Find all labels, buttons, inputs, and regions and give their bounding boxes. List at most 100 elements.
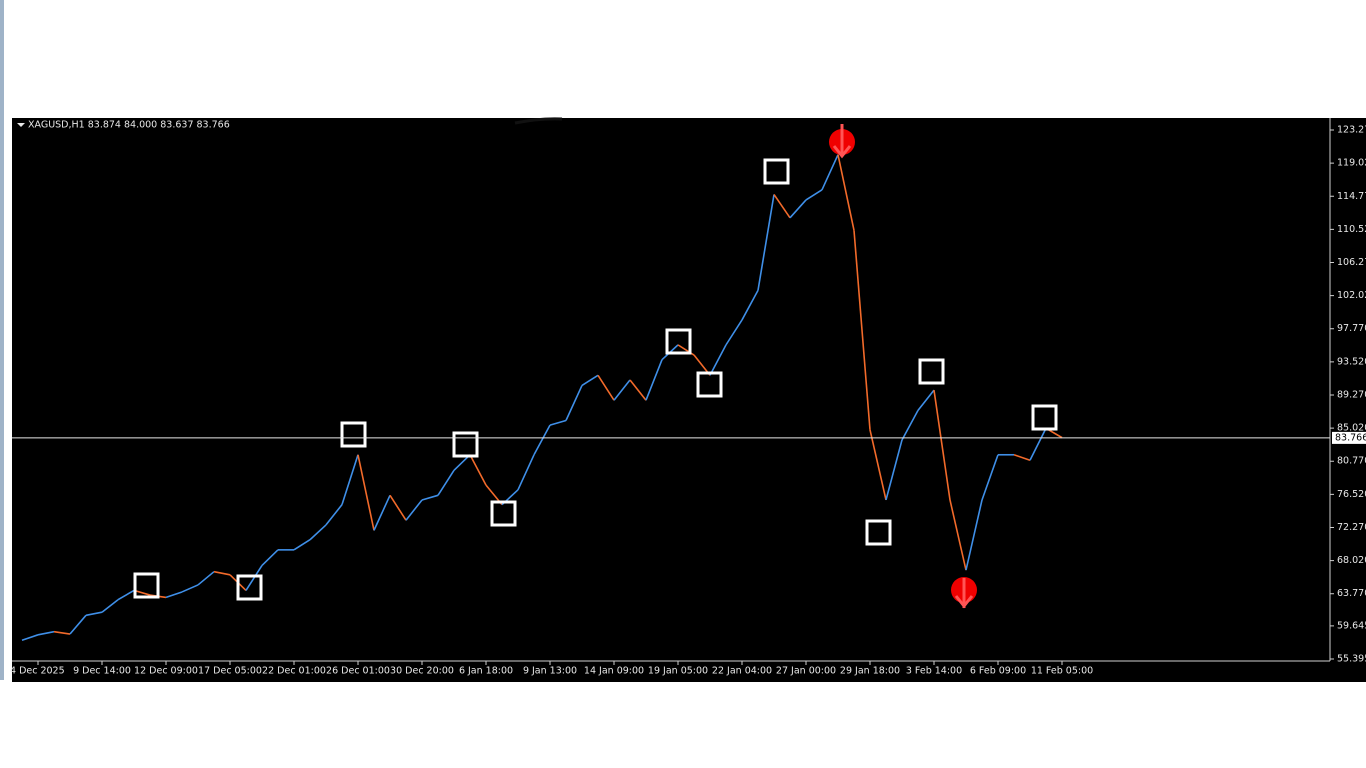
chart-title: XAGUSD,H1 83.874 84.000 83.637 83.766 <box>28 120 230 131</box>
price-segment <box>133 589 151 596</box>
price-segment <box>469 454 487 486</box>
annotation-box <box>452 431 479 458</box>
buy-arrow <box>954 578 974 609</box>
price-segment <box>917 389 935 411</box>
series <box>21 154 1063 642</box>
y-tick-label: 63.770 <box>1337 588 1366 599</box>
annotation-box <box>490 500 517 527</box>
price-segment <box>645 359 663 401</box>
price-segment <box>741 289 759 321</box>
price-segment <box>981 454 999 501</box>
y-tick-label: 97.770 <box>1337 323 1366 334</box>
price-segment <box>725 319 743 346</box>
annotation-box <box>1031 404 1058 431</box>
x-tick-label: 11 Feb 05:00 <box>1031 666 1093 677</box>
price-segment <box>293 539 311 551</box>
y-tick-label: 55.395 <box>1337 654 1366 665</box>
price-segment <box>197 571 215 586</box>
price-segment <box>53 630 71 635</box>
collapse-arrow[interactable] <box>17 123 25 127</box>
price-segment <box>405 499 423 521</box>
price-segment <box>805 189 823 201</box>
price-segment <box>901 409 919 441</box>
x-tick-label: 30 Dec 20:00 <box>390 666 454 677</box>
x-tick-label: 6 Jan 18:00 <box>459 666 513 677</box>
price-segment <box>837 154 855 231</box>
x-tick-label: 19 Jan 05:00 <box>648 666 708 677</box>
desktop-strip <box>0 0 4 680</box>
y-tick-label: 102.020 <box>1337 290 1366 301</box>
price-segment <box>965 499 983 571</box>
price-segment <box>533 424 551 456</box>
y-tick-label: 68.020 <box>1337 555 1366 566</box>
y-tick-label: 119.020 <box>1337 158 1366 169</box>
price-segment <box>101 599 119 613</box>
annotation-box <box>340 421 367 448</box>
price-segment <box>325 504 343 526</box>
annotation-box <box>665 328 692 355</box>
price-segment <box>37 630 55 636</box>
price-segment <box>1013 454 1031 461</box>
price-segment <box>789 199 807 219</box>
x-tick-label: 27 Jan 00:00 <box>776 666 836 677</box>
price-segment <box>933 389 951 501</box>
annotation-box <box>865 519 892 546</box>
y-tick-label: 72.270 <box>1337 522 1366 533</box>
x-tick-label: 9 Jan 13:00 <box>523 666 577 677</box>
price-segment <box>181 584 199 593</box>
price-segment <box>69 614 87 635</box>
price-segment <box>261 549 279 567</box>
y-tick-label: 110.520 <box>1337 224 1366 235</box>
y-tick-label: 114.770 <box>1337 191 1366 202</box>
annotation-box <box>133 572 160 599</box>
price-segment <box>117 589 135 601</box>
price-segment <box>165 591 183 599</box>
annotation-boxes <box>133 158 1058 601</box>
y-tick-label: 59.645 <box>1337 620 1366 631</box>
price-segment <box>341 454 359 505</box>
current-price-label: 83.766 <box>1335 432 1366 443</box>
price-segment <box>1029 427 1047 461</box>
x-tick-label: 6 Feb 09:00 <box>970 666 1026 677</box>
price-segment <box>709 344 727 376</box>
price-segment <box>885 439 903 501</box>
y-tick-label: 123.270 <box>1337 125 1366 136</box>
x-tick-label: 22 Dec 01:00 <box>262 666 326 677</box>
current-price-box <box>1332 431 1366 444</box>
price-segment <box>21 634 39 642</box>
price-segment <box>613 379 631 401</box>
y-tick-label: 89.270 <box>1337 389 1366 400</box>
y-tick-label: 80.770 <box>1337 456 1366 467</box>
price-segment <box>421 494 439 501</box>
x-tick-label: 29 Jan 18:00 <box>840 666 900 677</box>
price-segment <box>949 499 967 571</box>
price-segment <box>373 494 391 531</box>
price-segment <box>853 230 871 430</box>
y-tick-label: 85.020 <box>1337 423 1366 434</box>
price-segment <box>213 570 231 576</box>
x-tick-label: 14 Jan 09:00 <box>584 666 644 677</box>
x-tick-label: 3 Feb 14:00 <box>906 666 962 677</box>
price-segment <box>757 194 775 291</box>
x-tick-label: 9 Dec 14:00 <box>73 666 131 677</box>
price-segment <box>389 494 407 521</box>
annotation-box <box>236 574 263 601</box>
x-tick-label: 26 Dec 01:00 <box>326 666 390 677</box>
signal-markers <box>829 124 977 609</box>
price-segment <box>597 374 615 401</box>
x-tick-label: 22 Jan 04:00 <box>712 666 772 677</box>
price-segment <box>357 454 375 531</box>
x-tick-label: 17 Dec 05:00 <box>198 666 262 677</box>
price-segment <box>309 524 327 541</box>
price-segment <box>85 611 103 617</box>
price-segment <box>773 194 791 219</box>
y-tick-label: 76.520 <box>1337 489 1366 500</box>
annotation-box <box>696 371 723 398</box>
annotation-box <box>918 358 945 385</box>
price-segment <box>581 374 599 387</box>
price-segment <box>549 419 567 426</box>
y-tick-label: 93.520 <box>1337 356 1366 367</box>
x-tick-label: 4 Dec 2025 <box>10 666 65 677</box>
